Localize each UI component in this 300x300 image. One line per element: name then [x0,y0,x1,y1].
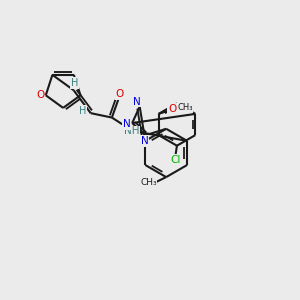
Text: H: H [79,106,87,116]
Text: Cl: Cl [170,155,181,165]
Text: CH₃: CH₃ [140,178,157,187]
Text: O: O [116,89,124,99]
Text: N: N [133,97,141,106]
Text: N: N [141,136,148,146]
Text: O: O [36,90,45,100]
Text: N: N [122,119,130,129]
Text: NH: NH [124,126,139,136]
Text: CH₃: CH₃ [177,103,193,112]
Text: O: O [168,104,176,114]
Text: H: H [70,78,78,88]
